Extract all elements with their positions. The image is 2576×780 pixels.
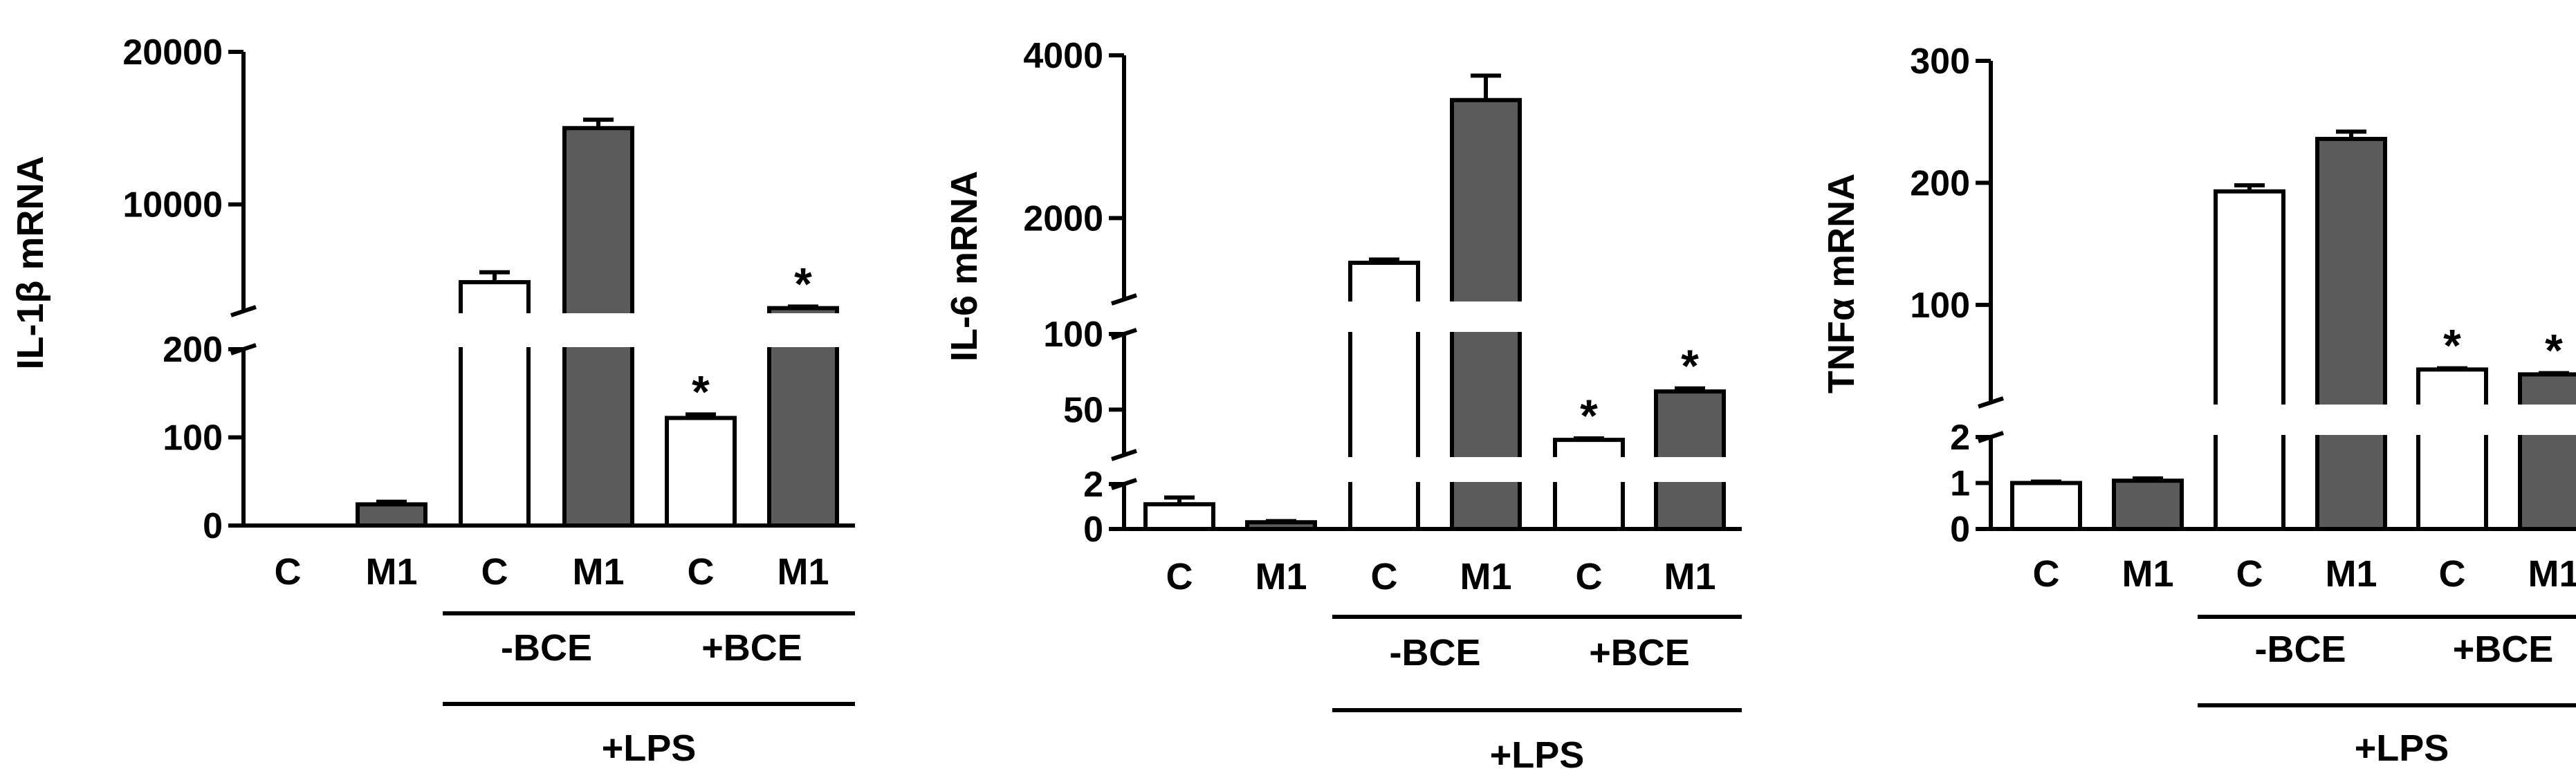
x-category-label: C: [1371, 556, 1398, 597]
y-tick-label: 2: [1950, 418, 1970, 458]
axis-break-mark: [1111, 293, 1137, 306]
bar: [1245, 520, 1317, 531]
y-axis-title: IL-6 mRNA: [944, 171, 985, 362]
bar-break-gap: [1346, 457, 1422, 482]
x-category-label: M1: [2528, 553, 2576, 595]
x-category-label: M1: [2122, 553, 2173, 595]
x-category-label: C: [2033, 553, 2060, 595]
group-label: -BCE: [2255, 629, 2346, 670]
outer-group-label: +LPS: [2355, 727, 2449, 769]
axis-break-mark: [1111, 478, 1137, 490]
bar-break-gap: [2211, 405, 2288, 435]
group-label: +BCE: [1589, 632, 1690, 674]
x-category-label: M1: [1255, 556, 1307, 597]
bar-break-gap: [1448, 457, 1524, 482]
y-tick-label: 4000: [1023, 36, 1103, 76]
y-tick-label: 0: [1083, 510, 1103, 550]
bar-break-gap: [765, 313, 841, 347]
y-tick-label: 50: [1063, 390, 1103, 430]
axis-break-mark: [230, 305, 257, 317]
outer-group-label: +LPS: [602, 727, 697, 769]
axis-break-mark: [1978, 431, 2004, 443]
group-label: -BCE: [1390, 632, 1481, 674]
chart-panel-il6: 0 2 50 100 2000 4000 C M1 C M1 * C * M1 -BCE +BCE +LPS I…: [944, 36, 1742, 776]
bar: [2010, 481, 2082, 531]
x-category-label: M1: [572, 551, 624, 593]
axis-break-mark: [1111, 449, 1137, 461]
bar-break-gap: [560, 313, 636, 347]
x-category-label: C: [1166, 556, 1193, 597]
x-category-label: C: [2236, 553, 2263, 595]
significance-star: *: [2545, 325, 2563, 376]
y-tick-label: 100: [1910, 286, 1970, 326]
bar-break-gap: [1448, 301, 1524, 332]
significance-star: *: [2443, 320, 2461, 371]
bar: [1553, 438, 1625, 531]
y-tick-label: 2: [1083, 465, 1103, 505]
bar: [2416, 367, 2488, 531]
group-label: +BCE: [2453, 629, 2554, 670]
x-category-label: M1: [777, 551, 829, 593]
axis-break-mark: [1978, 396, 2004, 409]
bar: [1143, 502, 1215, 531]
bar: [2112, 479, 2184, 531]
y-tick-label: 1: [1950, 464, 1970, 504]
chart-panel-il1b: 0 100 200 10000 20000 C M1 C M1 * C * M1 -BCE +BCE +LPS…: [10, 32, 855, 769]
x-category-label: C: [688, 551, 715, 593]
bar-break-gap: [2313, 405, 2389, 435]
y-tick-label: 200: [163, 330, 223, 370]
chart-panel-tnfa: 0 1 2 100 200 300 C M1 C M1 * C * M1 -BCE +BCE +LPS TNFα…: [1821, 41, 2576, 769]
y-axis-title: TNFα mRNA: [1821, 174, 1862, 393]
x-category-label: C: [2439, 553, 2466, 595]
y-axis-title: IL-1β mRNA: [10, 156, 51, 370]
y-tick-label: 100: [163, 418, 223, 458]
bar: [2315, 136, 2387, 531]
bar-break-gap: [1652, 457, 1728, 482]
y-tick-label: 10000: [122, 185, 223, 225]
y-tick-label: 2000: [1023, 198, 1103, 239]
x-category-label: M1: [2325, 553, 2377, 595]
significance-star: *: [794, 258, 812, 309]
bar-break-gap: [2516, 405, 2576, 435]
x-category-label: C: [1576, 556, 1603, 597]
axis-break-mark: [230, 343, 257, 355]
axis-break-mark: [1111, 328, 1137, 340]
significance-star: *: [692, 366, 710, 417]
outer-group-label: +LPS: [1490, 734, 1585, 776]
y-tick-label: 0: [1950, 510, 1970, 550]
bar: [665, 416, 737, 528]
significance-star: *: [1681, 340, 1699, 391]
group-label: +BCE: [701, 627, 802, 669]
bar: [2214, 189, 2285, 531]
y-tick-label: 300: [1910, 41, 1970, 82]
x-category-label: C: [481, 551, 508, 593]
x-category-label: C: [275, 551, 302, 593]
bar: [356, 502, 427, 528]
bar-break-gap: [457, 313, 533, 347]
y-tick-label: 100: [1043, 315, 1103, 355]
bar-break-gap: [2414, 405, 2490, 435]
significance-star: *: [1580, 390, 1598, 441]
x-category-label: M1: [365, 551, 417, 593]
bar-break-gap: [1551, 457, 1627, 482]
y-tick-label: 0: [203, 506, 223, 546]
y-tick-label: 200: [1910, 163, 1970, 203]
group-label: -BCE: [501, 627, 592, 669]
bar: [2518, 372, 2576, 532]
y-tick-label: 20000: [122, 32, 223, 73]
bar-break-gap: [1346, 301, 1422, 332]
x-category-label: M1: [1460, 556, 1511, 597]
x-category-label: M1: [1664, 556, 1715, 597]
